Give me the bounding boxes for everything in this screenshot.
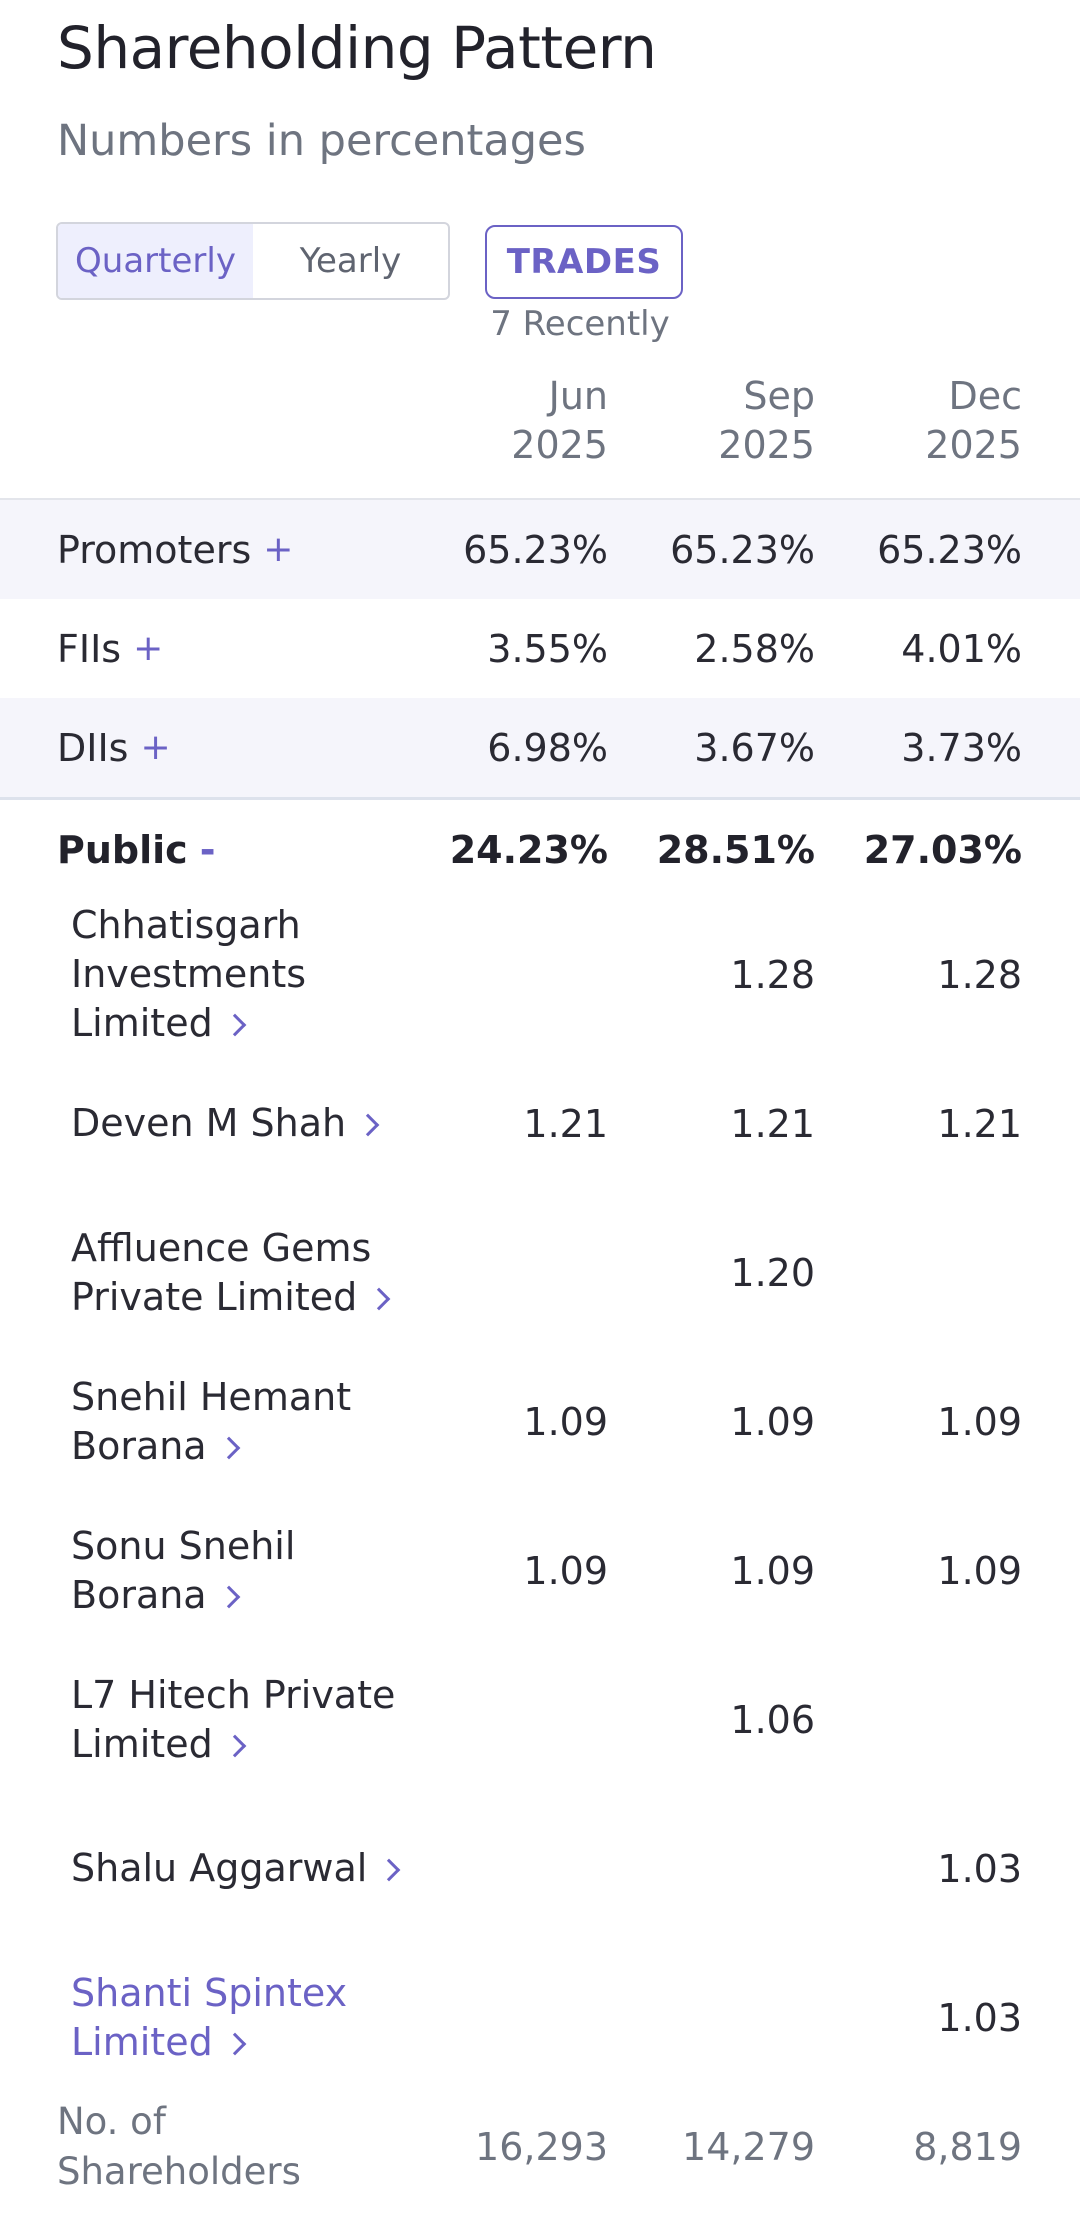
shareholder-name[interactable]: Chhatisgarh Investments Limited [71, 903, 307, 1045]
chevron-right-icon [223, 1734, 247, 1757]
chevron-right-icon [217, 1585, 240, 1608]
shareholders-count-jun: 16,293 [475, 2125, 608, 2169]
chevron-right-icon [223, 2032, 247, 2055]
chevron-right-icon [377, 1858, 401, 1882]
shareholder-name[interactable]: Affluence Gems Private Limited [71, 1198, 401, 1347]
shareholder-row[interactable]: Deven M Shah 1.21 1.21 1.21 [0, 1049, 1080, 1198]
diis-jun: 6.98% [487, 725, 608, 770]
page-title: Shareholding Pattern [57, 14, 657, 82]
shareholder-dec: 1.09 [937, 1399, 1022, 1444]
shareholder-jun [408, 900, 608, 1049]
shareholder-sep: 1.06 [730, 1697, 815, 1742]
shareholder-row[interactable]: Snehil Hemant Borana 1.09 1.09 1.09 [0, 1347, 1080, 1496]
collapse-icon[interactable]: - [199, 828, 216, 872]
promoters-dec: 65.23% [877, 527, 1022, 572]
promoters-sep: 65.23% [670, 527, 815, 572]
shareholder-jun: 1.21 [523, 1101, 608, 1146]
shareholder-name[interactable]: Shalu Aggarwal [71, 1794, 401, 1943]
shareholder-row[interactable]: Chhatisgarh Investments Limited 1.28 1.2… [0, 900, 1080, 1049]
quarterly-tab[interactable]: Quarterly [58, 224, 253, 298]
shareholder-jun [408, 1198, 608, 1347]
shareholders-count-row: No. of Shareholders 16,293 14,279 8,819 [0, 2092, 1080, 2202]
shareholder-name[interactable]: Snehil Hemant Borana [71, 1374, 352, 1468]
shareholder-dec: 1.21 [937, 1101, 1022, 1146]
shareholder-jun [408, 1943, 608, 2092]
shareholder-row[interactable]: Shanti Spintex Limited 1.03 [0, 1943, 1080, 2092]
shareholder-sep: 1.20 [730, 1250, 815, 1295]
public-sep: 28.51% [656, 828, 815, 872]
table-header-row: Jun 2025 Sep 2025 Dec 2025 [0, 366, 1080, 500]
shareholder-row[interactable]: Affluence Gems Private Limited 1.20 [0, 1198, 1080, 1347]
diis-row[interactable]: DIIs + 6.98% 3.67% 3.73% [0, 698, 1080, 797]
shareholder-name[interactable]: Deven M Shah [71, 1049, 401, 1198]
shareholder-sep [615, 1794, 815, 1943]
public-label: Public - [57, 828, 216, 872]
public-dec: 27.03% [863, 828, 1022, 872]
diis-label: DIIs + [57, 725, 171, 770]
shareholder-row[interactable]: L7 Hitech Private Limited 1.06 [0, 1645, 1080, 1794]
shareholder-dec [822, 1198, 1022, 1347]
column-header-dec-2025: Dec 2025 [925, 374, 1022, 467]
period-toggle: Quarterly Yearly [56, 222, 450, 300]
fiis-label: FIIs + [57, 626, 164, 671]
chevron-right-icon [223, 1013, 247, 1037]
shareholder-sep: 1.21 [730, 1101, 815, 1146]
page-subtitle: Numbers in percentages [57, 116, 586, 166]
shareholder-dec: 1.03 [937, 1846, 1022, 1891]
shareholder-dec: 1.28 [937, 952, 1022, 997]
expand-icon[interactable]: + [140, 727, 171, 768]
public-jun: 24.23% [449, 828, 608, 872]
fiis-jun: 3.55% [487, 626, 608, 671]
chevron-right-icon [367, 1287, 391, 1310]
divider [0, 797, 1080, 800]
fiis-sep: 2.58% [694, 626, 815, 671]
chevron-right-icon [217, 1436, 240, 1459]
promoters-row[interactable]: Promoters + 65.23% 65.23% 65.23% [0, 500, 1080, 599]
shareholder-dec: 1.09 [937, 1548, 1022, 1593]
shareholder-row[interactable]: Shalu Aggarwal 1.03 [0, 1794, 1080, 1943]
promoters-label: Promoters + [57, 527, 294, 572]
column-header-jun-2025: Jun 2025 [511, 374, 608, 467]
fiis-row[interactable]: FIIs + 3.55% 2.58% 4.01% [0, 599, 1080, 698]
shareholder-name-link[interactable]: Shanti Spintex Limited [71, 1970, 348, 2064]
shareholder-sep: 1.09 [730, 1399, 815, 1444]
shareholder-sep: 1.09 [730, 1548, 815, 1593]
shareholder-jun: 1.09 [523, 1548, 608, 1593]
shareholder-dec: 1.03 [937, 1995, 1022, 2040]
shareholder-name[interactable]: Sonu Snehil Borana [71, 1523, 296, 1617]
shareholders-count-label: No. of Shareholders [57, 2100, 301, 2193]
shareholding-table: Jun 2025 Sep 2025 Dec 2025 Promoters + 65.23… [0, 366, 1080, 2202]
recent-trades-text: 7 Recently [490, 304, 670, 344]
column-header-sep-2025: Sep 2025 [718, 374, 815, 467]
shareholder-row[interactable]: Sonu Snehil Borana 1.09 1.09 1.09 [0, 1496, 1080, 1645]
shareholders-count-dec: 8,819 [913, 2125, 1022, 2169]
shareholder-name[interactable]: L7 Hitech Private Limited [71, 1672, 396, 1766]
trades-button[interactable]: TRADES [485, 225, 683, 299]
chevron-right-icon [356, 1113, 380, 1137]
diis-sep: 3.67% [694, 725, 815, 770]
expand-icon[interactable]: + [263, 529, 294, 570]
shareholder-dec [822, 1645, 1022, 1794]
public-row[interactable]: Public - 24.23% 28.51% 27.03% [0, 800, 1080, 900]
yearly-tab[interactable]: Yearly [299, 241, 402, 281]
promoters-jun: 65.23% [463, 527, 608, 572]
shareholder-sep: 1.28 [730, 952, 815, 997]
shareholder-jun [408, 1794, 608, 1943]
diis-dec: 3.73% [901, 725, 1022, 770]
shareholder-sep [615, 1943, 815, 2092]
shareholders-count-sep: 14,279 [682, 2125, 815, 2169]
shareholder-jun: 1.09 [523, 1399, 608, 1444]
shareholder-jun [408, 1645, 608, 1794]
fiis-dec: 4.01% [901, 626, 1022, 671]
expand-icon[interactable]: + [133, 628, 164, 669]
